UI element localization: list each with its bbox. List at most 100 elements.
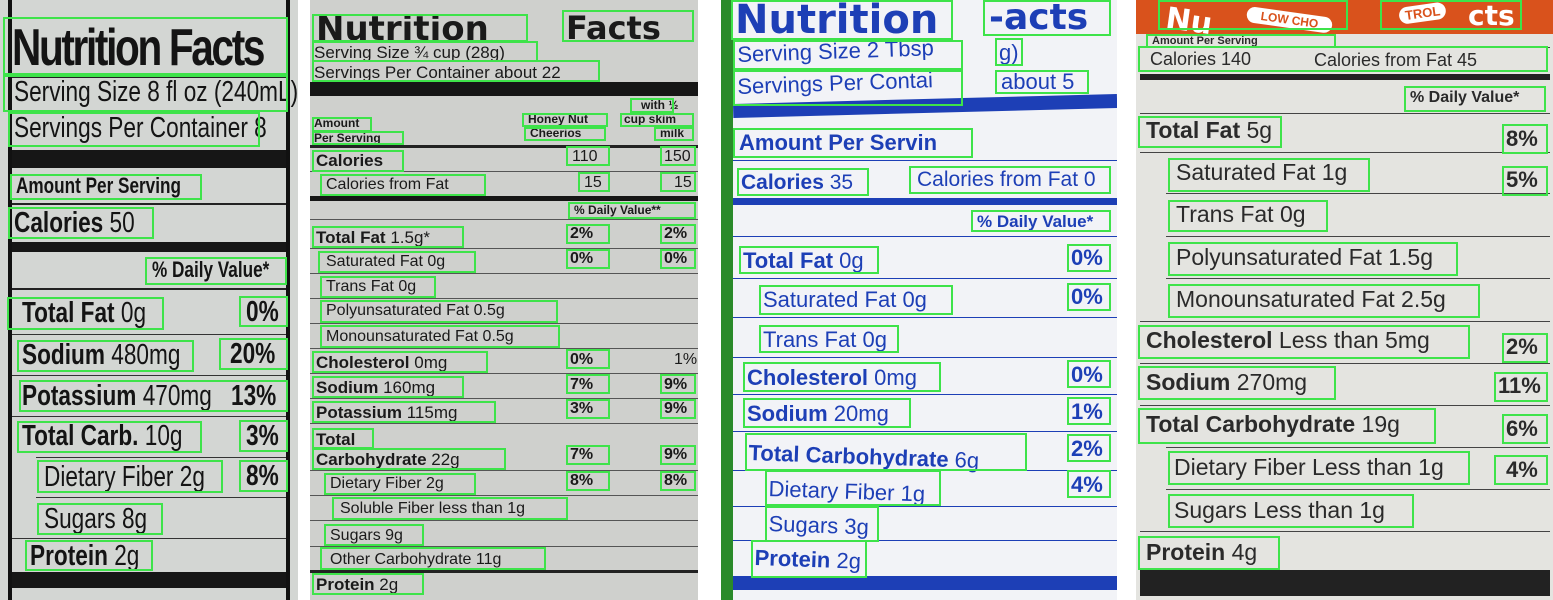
medium-rule: [12, 242, 286, 252]
servings-per-container-cont: about 5: [1001, 69, 1075, 94]
row-rule: [733, 236, 1117, 237]
row-rule: [1140, 47, 1550, 48]
row-rule: [733, 431, 1117, 432]
v2-total-fat: 2%: [664, 225, 688, 242]
dv-sodium: 20%: [230, 338, 276, 370]
row-rule: [310, 323, 698, 324]
bottom-thick-rule: [733, 576, 1117, 590]
dv-sodium: 11%: [1498, 373, 1541, 398]
amount-line1: Amount: [314, 116, 360, 130]
row-rule: [733, 357, 1117, 358]
row-sugars: Sugars Less than 1g: [1174, 497, 1385, 523]
medium-rule: [733, 198, 1117, 205]
amount-per-serving: Amount Per Servin: [739, 130, 938, 155]
row-total-carb: Total Carb. 10g: [22, 420, 183, 452]
row-trans-fat: Trans Fat 0g: [763, 327, 887, 352]
row-saturated-fat: Saturated Fat 0g: [763, 287, 927, 312]
row-sugars: Sugars 9g: [330, 527, 403, 544]
row-rule: [310, 171, 698, 172]
header-rule: [310, 145, 698, 148]
label-title-left: Nutrition: [316, 9, 489, 49]
col2-header-line1: with ½: [641, 98, 679, 112]
daily-value-header: % Daily Value*: [1410, 89, 1520, 106]
dv-rule: [12, 288, 286, 290]
nutrition-label-panel-4: Nu LOW CHO TROL cts Amount Per Serving C…: [1136, 0, 1553, 600]
row-total-fat: Total Fat 1.5g*: [316, 228, 431, 247]
dv-total-fat: 0%: [1071, 245, 1103, 270]
row-total-fat: Total Fat 0g: [743, 248, 864, 273]
title-rule: [12, 76, 286, 78]
calories-from-fat-v2: 15: [674, 174, 692, 191]
v2-potassium: 9%: [664, 400, 688, 417]
row-sodium: Sodium 270mg: [1146, 369, 1308, 395]
dv-cholesterol: 0%: [1071, 362, 1103, 387]
daily-value-header: % Daily Value*: [152, 257, 270, 282]
row-rule: [733, 506, 1117, 507]
calories-row: Calories 50: [14, 207, 135, 239]
dv-dietary-fiber: 4%: [1071, 472, 1103, 497]
daily-value-header: % Daily Value*: [977, 212, 1094, 231]
dv-potassium: 13%: [231, 380, 277, 412]
row-rule: [310, 470, 698, 471]
row-rule: [310, 398, 698, 399]
col2-header-line2: cup skim: [624, 112, 677, 126]
calories-from-fat-label: Calories from Fat: [326, 176, 449, 193]
row-rule: [733, 278, 1117, 279]
nutrition-label-panel-2: Nutrition Facts Serving Size ¾ cup (28g)…: [310, 0, 698, 600]
nutrition-label-panel-1: Nutrition Facts Serving Size 8 fl oz (24…: [0, 0, 298, 600]
label-title-right: Facts: [566, 9, 661, 47]
calories-from-fat: Calories from Fat 0: [917, 168, 1096, 191]
label-left-border: [8, 0, 12, 600]
calories-v2: 150: [664, 148, 691, 165]
row-rule: [733, 317, 1117, 318]
v1-saturated-fat: 0%: [570, 250, 594, 267]
row-dietary-fiber: Dietary Fiber Less than 1g: [1174, 454, 1444, 480]
calories-v1: 110: [572, 148, 598, 165]
v1-cholesterol: 0%: [570, 351, 594, 368]
row-monounsaturated-fat: Monounsaturated Fat 2.5g: [1176, 286, 1446, 312]
row-protein: Protein 4g: [1146, 539, 1258, 565]
row-polyunsaturated-fat: Polyunsaturated Fat 0.5g: [326, 302, 505, 319]
row-rule: [1140, 113, 1550, 114]
row-rule: [733, 470, 1117, 471]
row-trans-fat: Trans Fat 0g: [326, 278, 417, 295]
row-saturated-fat: Saturated Fat 0g: [326, 253, 446, 270]
row-rule: [36, 497, 286, 498]
row-rule: [310, 520, 698, 521]
row-protein: Protein 2g: [316, 575, 399, 594]
row-rule: [310, 546, 698, 547]
row-sugars: Sugars 3g: [768, 511, 870, 540]
row-rule: [12, 538, 286, 539]
calories-label: Calories: [316, 151, 384, 170]
row-rule: [1166, 193, 1550, 194]
bottom-thick-rule: [12, 572, 286, 588]
medium-rule: [310, 196, 698, 201]
col2-header-line3: milk: [660, 126, 685, 140]
row-rule: [733, 540, 1117, 541]
row-dietary-fiber: Dietary Fiber 2g: [330, 475, 444, 492]
row-rule: [1140, 152, 1550, 153]
row-rule: [1140, 531, 1550, 532]
serving-size: Serving Size 8 fl oz (240mL): [14, 76, 298, 108]
row-soluble-fiber: Soluble Fiber less than 1g: [340, 500, 526, 517]
calories-row: Calories 35: [741, 171, 854, 194]
row-sodium: Sodium 160mg: [316, 378, 436, 397]
col1-header-line2: Cheerios: [530, 126, 582, 140]
col1-header-line1: Honey Nut: [528, 112, 588, 126]
dv-dietary-fiber: 4%: [1506, 457, 1538, 482]
row-sugars: Sugars 8g: [44, 503, 148, 535]
row-potassium: Potassium 470mg: [22, 380, 212, 412]
v2-carbohydrate: 9%: [664, 446, 688, 463]
calories: Calories 140: [1150, 49, 1252, 69]
servings-per-container: Servings Per Container 8: [14, 112, 267, 144]
row-rule: [1166, 489, 1550, 490]
row-protein: Protein 2g: [754, 545, 862, 574]
row-rule: [310, 495, 698, 496]
row-rule: [310, 373, 698, 374]
row-rule: [310, 298, 698, 299]
row-rule: [310, 248, 698, 249]
row-total-carbohydrate: Total Carbohydrate 19g: [1146, 411, 1400, 437]
row-total-line1: Total: [316, 430, 356, 449]
row-other-carbohydrate: Other Carbohydrate 11g: [330, 551, 502, 568]
row-rule: [310, 423, 698, 424]
